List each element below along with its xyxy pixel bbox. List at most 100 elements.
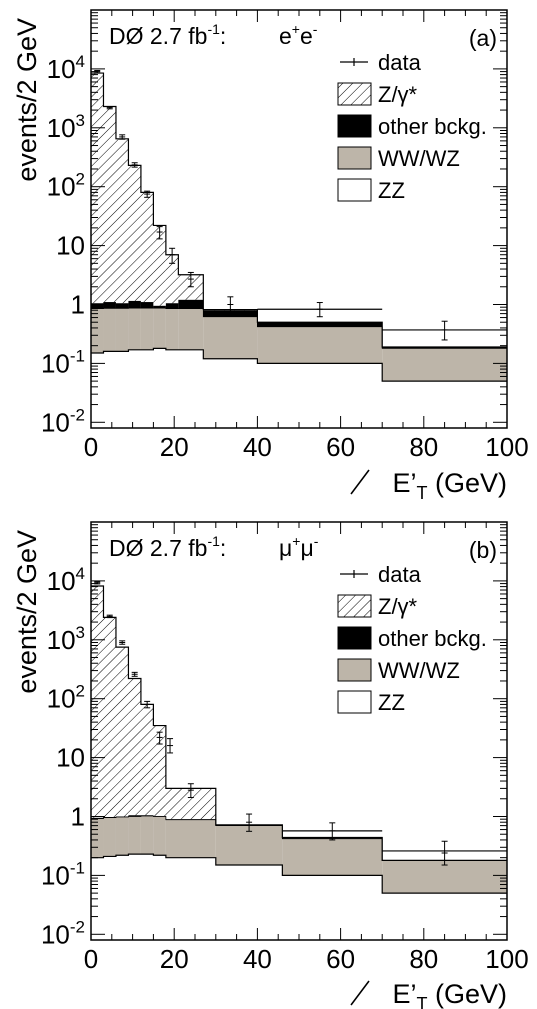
x-axis-space	[427, 468, 435, 498]
x-tick-label: 100	[485, 432, 528, 462]
channel-sup1: +	[292, 533, 300, 549]
ww-wz-bar	[140, 815, 154, 855]
x-tick-label: 60	[326, 944, 355, 974]
y-tick-base: 10	[41, 407, 70, 437]
zz-bar	[153, 855, 166, 940]
y-tick-label: 1	[71, 289, 85, 319]
y-tick-label: 1	[71, 801, 85, 831]
other-bkg-bar	[103, 302, 116, 309]
x-axis-unit: (GeV)	[435, 468, 507, 498]
y-tick-label: 10	[56, 743, 85, 773]
zz-bar	[140, 854, 154, 940]
ww-wz-bar	[91, 818, 104, 858]
legend-label-other_bkg: other bckg.	[378, 114, 487, 139]
z-gamma-bar	[165, 254, 179, 304]
zz-bar	[115, 855, 129, 940]
ww-wz-bar	[103, 308, 116, 352]
zz-bar	[103, 856, 116, 940]
panel-label: (b)	[469, 537, 497, 563]
x-tick-label: 60	[326, 432, 355, 462]
y-tick-exp: 4	[76, 52, 85, 71]
channel-lep1: μ	[279, 535, 292, 561]
y-tick-exp: 3	[76, 111, 85, 130]
other-bkg-bar	[257, 322, 383, 327]
channel-lep2: μ	[300, 535, 313, 561]
ww-wz-outline	[91, 815, 507, 861]
zz-bar	[103, 351, 116, 428]
x-tick-label: 80	[409, 432, 438, 462]
y-tick-base: 1	[71, 289, 85, 319]
legend-label-ww_wz: WW/WZ	[378, 146, 460, 171]
other-bkg-bar	[382, 346, 507, 349]
y-tick-base: 10	[41, 860, 70, 890]
z-gamma-bar	[140, 192, 154, 303]
zz-bar	[203, 358, 258, 428]
x-axis-sub: T	[416, 483, 427, 503]
y-tick-exp: -1	[70, 346, 85, 365]
legend-swatch-ww_wz	[337, 146, 372, 170]
y-tick-exp: 4	[76, 564, 85, 583]
channel-lep2: e	[300, 23, 313, 49]
ww-wz-bar	[382, 860, 507, 894]
y-tick-exp: -2	[70, 917, 85, 936]
z-gamma-bar	[153, 225, 166, 306]
legend-label-zz: ZZ	[378, 690, 405, 715]
other-bkg-bar	[153, 305, 166, 309]
other-bkg-bar	[128, 300, 141, 309]
channel-sup2: -	[314, 533, 319, 549]
x-tick-label: 20	[160, 944, 189, 974]
ww-wz-bar	[165, 308, 179, 350]
zz-outline	[91, 853, 507, 894]
other-bkg-bar	[91, 303, 104, 309]
y-tick-label: 10	[56, 231, 85, 261]
other-bkg-bar	[115, 303, 129, 309]
zz-bar	[178, 349, 204, 428]
zz-bar	[91, 353, 104, 428]
other-bkg-bar	[165, 303, 179, 309]
y-tick-label: 10-1	[41, 858, 85, 890]
zz-bar	[215, 865, 283, 940]
legend-label-ww_wz: WW/WZ	[378, 658, 460, 683]
z-gamma-bar	[115, 138, 129, 304]
y-tick-exp: 2	[76, 170, 85, 189]
experiment-sup: -1	[207, 21, 220, 37]
y-tick-base: 10	[41, 348, 70, 378]
experiment-colon: :	[220, 535, 226, 561]
x-tick-label: 40	[243, 432, 272, 462]
ww-wz-bar	[203, 316, 258, 359]
y-tick-label: 103	[47, 623, 85, 655]
ww-wz-bar	[282, 838, 383, 876]
experiment-label: DØ 2.7 fb-1:	[109, 533, 226, 561]
other-bkg-bar	[203, 310, 258, 317]
x-axis-title: E’T (GeV)	[392, 468, 507, 503]
zz-bar	[282, 875, 383, 940]
x-axis-main: E	[392, 468, 410, 498]
zz-bar	[128, 854, 141, 940]
x-tick-label: 20	[160, 432, 189, 462]
zz-bar	[128, 349, 141, 428]
channel-label: μ+μ-	[279, 533, 319, 561]
zz-bar	[165, 857, 216, 940]
y-tick-base: 10	[56, 743, 85, 773]
ww-wz-outline	[91, 307, 507, 349]
ww-wz-bar	[115, 308, 129, 352]
y-tick-label: 10-2	[41, 405, 85, 437]
y-tick-label: 104	[47, 564, 85, 596]
zz-bar	[140, 349, 154, 428]
z-gamma-bar	[115, 647, 129, 817]
ww-wz-bar	[178, 308, 204, 350]
x-axis-prime: ’	[410, 468, 416, 498]
y-tick-exp: 3	[76, 623, 85, 642]
zz-bar	[153, 348, 166, 428]
y-tick-base: 10	[47, 684, 76, 714]
ww-wz-bar	[257, 326, 383, 364]
zz-bar	[382, 381, 507, 428]
ww-wz-bar	[128, 816, 141, 855]
legend-swatch-ww_wz	[337, 658, 372, 682]
y-tick-exp: -2	[70, 405, 85, 424]
ww-wz-bar	[215, 825, 283, 866]
y-tick-label: 10-2	[41, 917, 85, 949]
y-axis-title: events/2 GeV	[12, 530, 42, 694]
y-tick-exp: 2	[76, 682, 85, 701]
